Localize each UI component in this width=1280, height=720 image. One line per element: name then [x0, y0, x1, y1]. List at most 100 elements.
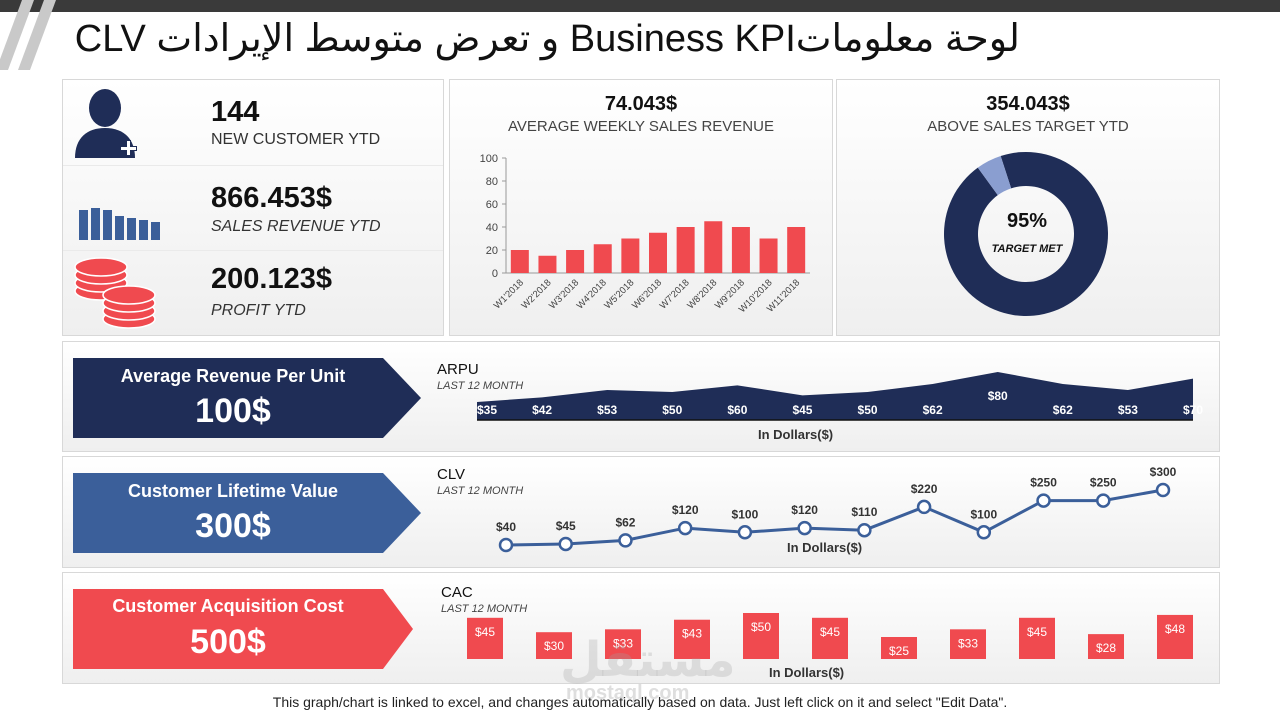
arpu-data-label: $62	[923, 403, 943, 417]
top-bar	[0, 0, 1280, 12]
section-title: CLV	[437, 466, 466, 483]
clv-point	[1155, 482, 1171, 498]
arpu-data-label: $35	[477, 403, 497, 417]
weekly-bar	[621, 238, 640, 273]
axis-label: In Dollars($)	[758, 427, 834, 442]
clv-point	[1036, 493, 1051, 508]
coins-icon	[74, 257, 156, 329]
y-tick-label: 20	[486, 245, 498, 257]
axis-label: In Dollars($)	[787, 540, 863, 555]
section-subtitle: LAST 12 MONTH	[437, 380, 524, 392]
section-title: ARPU	[437, 361, 479, 378]
clv-ribbon: Customer Lifetime Value 300$	[73, 473, 423, 553]
arpu-data-label: $42	[532, 403, 552, 417]
cac-bar	[881, 637, 917, 659]
y-tick-label: 60	[486, 199, 498, 211]
cac-ribbon: Customer Acquisition Cost 500$	[73, 589, 423, 669]
ribbon-title: Customer Lifetime Value	[127, 481, 339, 501]
watermark-text: mostaql.com	[566, 682, 690, 704]
kpi-summary-panel: 144 NEW CUSTOMER YTD 866.453$ SALES REVE…	[62, 79, 444, 336]
weekly-bar	[649, 232, 667, 273]
weekly-bar	[566, 250, 585, 273]
user-add-icon	[75, 89, 137, 158]
sales-target-value: 354.043$	[986, 93, 1070, 115]
clv-data-label: $62	[615, 515, 635, 529]
clv-data-label: $120	[791, 503, 818, 517]
cac-bar	[950, 629, 986, 659]
clv-data-label: $45	[556, 519, 576, 533]
cac-bar	[1019, 617, 1055, 659]
clv-data-label: $100	[970, 507, 997, 521]
corner-stripes-decoration	[0, 0, 56, 70]
cac-bar	[674, 619, 710, 659]
clv-point	[498, 537, 514, 553]
cac-data-label: $28	[1096, 641, 1116, 655]
cac-data-label: $45	[1027, 625, 1047, 639]
axis-label: In Dollars($)	[769, 665, 845, 680]
weekly-revenue-label: AVERAGE WEEKLY SALES REVENUE	[508, 118, 774, 135]
cac-bar	[467, 617, 503, 659]
arpu-data-label: $70	[1183, 403, 1203, 417]
donut-center-label: TARGET MET	[991, 243, 1063, 255]
clv-point	[677, 520, 693, 536]
clv-line	[505, 488, 1164, 547]
arpu-data-label: $50	[858, 403, 878, 417]
clv-data-label: $250	[1090, 476, 1117, 490]
donut-slice	[943, 152, 1108, 317]
cac-data-label: $33	[958, 636, 978, 650]
clv-point	[857, 522, 872, 538]
clv-point	[618, 533, 633, 548]
cac-bar-chart: $45 $30 $33 $43 $50 $45 $25 $33 $45 $28 $48	[467, 613, 1193, 659]
ribbon-arrow-shape	[73, 473, 421, 553]
cac-data-label: $45	[475, 625, 495, 639]
clv-point	[1096, 493, 1111, 508]
clv-data-label: $300	[1150, 465, 1177, 479]
clv-data-label: $40	[496, 520, 516, 534]
clv-panel: Customer Lifetime Value 300$ CLV LAST 12…	[62, 456, 1220, 568]
kpi-value: 866.453$	[211, 182, 332, 214]
clv-point	[916, 499, 932, 515]
y-tick-label: 100	[480, 153, 498, 165]
clv-data-label: $120	[672, 503, 699, 517]
section-subtitle: LAST 12 MONTH	[437, 485, 524, 497]
watermark-logo: مستقل	[560, 634, 736, 687]
arpu-ribbon: Average Revenue Per Unit 100$	[73, 358, 423, 438]
cac-data-label: $33	[613, 636, 633, 650]
clv-line-chart: $40 $45 $62 $120 $100 $120 $110 $220 $100 $250 $25…	[496, 465, 1177, 553]
section-subtitle: LAST 12 MONTH	[441, 603, 528, 615]
ribbon-title: Customer Acquisition Cost	[112, 596, 344, 616]
arpu-data-label: $50	[662, 403, 682, 417]
y-tick-label: 0	[492, 268, 498, 280]
kpi-label: SALES REVENUE YTD	[211, 218, 381, 235]
weekly-bar	[704, 221, 723, 273]
cac-panel: Customer Acquisition Cost 500$ CAC LAST …	[62, 572, 1220, 684]
weekly-revenue-panel: 74.043$ AVERAGE WEEKLY SALES REVENUE 0 20…	[449, 79, 833, 336]
cac-data-label: $30	[544, 639, 564, 653]
arpu-data-label: $53	[597, 403, 617, 417]
section-title: CAC	[441, 584, 473, 601]
ribbon-value: 500$	[190, 623, 266, 661]
sales-target-label: ABOVE SALES TARGET YTD	[927, 118, 1129, 135]
clv-point	[737, 525, 753, 540]
donut-percent: 95%	[1006, 210, 1048, 232]
cac-data-label: $50	[751, 620, 771, 634]
cac-bar	[743, 613, 779, 659]
clv-point	[976, 525, 992, 540]
kpi-sales-revenue: 866.453$ SALES REVENUE YTD	[63, 165, 443, 250]
arpu-area	[477, 372, 1193, 420]
weekly-bar	[510, 250, 529, 273]
cac-bar	[605, 629, 641, 659]
weekly-bar	[538, 255, 557, 273]
arpu-data-label: $80	[988, 389, 1008, 403]
clv-data-label: $250	[1030, 476, 1057, 490]
clv-data-label: $110	[851, 505, 877, 519]
arpu-panel: Average Revenue Per Unit 100$ ARPU LAST …	[62, 341, 1220, 452]
clv-point	[797, 520, 812, 536]
kpi-value: 200.123$	[211, 263, 332, 295]
clv-point	[558, 536, 573, 552]
weekly-bar	[593, 244, 612, 273]
cac-data-label: $43	[682, 627, 702, 641]
clv-data-label: $100	[732, 507, 759, 521]
kpi-new-customer: 144 NEW CUSTOMER YTD	[63, 80, 443, 165]
kpi-value: 144	[211, 96, 260, 128]
